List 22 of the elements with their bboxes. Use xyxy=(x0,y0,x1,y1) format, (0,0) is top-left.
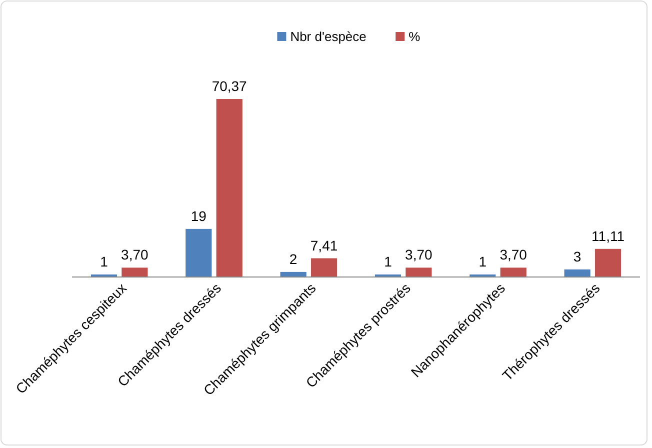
bar xyxy=(310,258,338,277)
bar xyxy=(122,268,148,277)
bar xyxy=(216,99,242,277)
bar xyxy=(594,248,622,277)
data-label: 1 xyxy=(100,253,108,270)
data-label: 1 xyxy=(478,253,487,270)
data-label: 11,11 xyxy=(592,228,625,244)
data-label: 2 xyxy=(289,250,298,267)
legend-label: % xyxy=(408,29,421,44)
bar xyxy=(186,228,212,277)
data-label: 19 xyxy=(190,208,207,224)
data-label: 3,70 xyxy=(405,246,433,263)
legend-label: Nbr d'espèce xyxy=(290,29,366,44)
bar xyxy=(500,268,526,277)
data-label: 70,37 xyxy=(212,78,248,94)
data-label: 3,70 xyxy=(500,246,528,263)
data-label: 3 xyxy=(573,248,582,264)
bar xyxy=(406,268,432,277)
data-label: 7,41 xyxy=(310,237,338,254)
bar xyxy=(564,269,590,277)
data-label: 3,70 xyxy=(121,246,149,263)
data-label: 1 xyxy=(384,253,392,270)
